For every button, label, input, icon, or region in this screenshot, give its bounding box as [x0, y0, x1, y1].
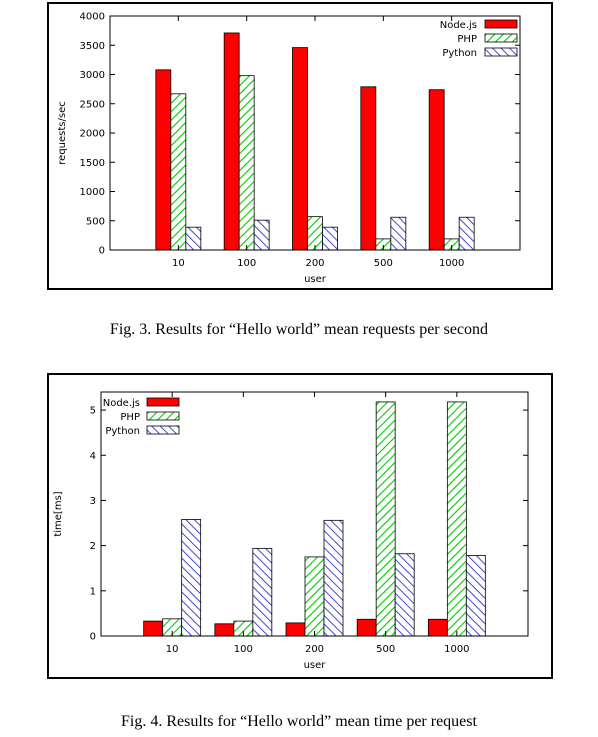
plot-area: [109, 15, 521, 251]
x-tick-label: 100: [234, 644, 253, 655]
x-tick-label: 10: [172, 258, 185, 269]
y-tick-label: 3: [90, 496, 96, 507]
bar-python-200: [323, 519, 344, 637]
bar-php-200: [304, 556, 325, 637]
x-tick-label: 1000: [439, 258, 464, 269]
bar-php-200: [307, 216, 323, 251]
y-tick-label: 1: [90, 586, 96, 597]
bar-php-1000: [446, 401, 467, 637]
figure-4-time-per-request: 0 1 2 3 4 5 10 100 200 500 1000 user time[ms] Node.js…: [47, 373, 553, 679]
x-tick-label: 10: [166, 644, 179, 655]
bar-nodejs-200: [292, 47, 308, 251]
x-tick-label: 1000: [444, 644, 469, 655]
y-tick-label: 500: [86, 216, 105, 227]
bar-nodejs-1000: [428, 89, 445, 251]
x-tick-label: 500: [374, 258, 393, 269]
y-tick-label: 2500: [80, 99, 105, 110]
y-tick-label: 2: [90, 541, 96, 552]
figure-3-caption: Fig. 3. Results for “Hello world” mean r…: [109, 321, 489, 338]
x-axis-label: user: [304, 274, 327, 285]
x-tick-label: 100: [237, 258, 256, 269]
y-axis-label: requests/sec: [57, 101, 68, 164]
x-tick-label: 200: [305, 644, 324, 655]
y-tick-label: 5: [90, 406, 96, 417]
y-tick-label: 0: [99, 246, 105, 257]
bar-python-200: [322, 226, 338, 251]
bar-python-1000: [458, 216, 475, 251]
bar-python-100: [252, 547, 273, 637]
x-axis-label: user: [304, 660, 327, 671]
plot-area: [100, 391, 529, 637]
bar-nodejs-1000: [427, 618, 448, 637]
bar-python-500: [390, 216, 407, 251]
figure-4-caption: Fig. 4. Results for “Hello world” mean t…: [121, 713, 477, 730]
bar-php-10: [170, 93, 187, 251]
legend-label-nodejs: Node.js: [103, 398, 140, 409]
legend-swatch-python: [146, 425, 180, 435]
y-tick-label: 4000: [80, 12, 105, 23]
bar-nodejs-500: [356, 618, 377, 637]
figure-3-requests-per-second: 0 500 1000 1500 2000 2500 3000 3500 4000 10 100 200…: [47, 2, 553, 290]
bar-nodejs-500: [360, 86, 377, 251]
bar-python-100: [253, 219, 270, 251]
y-tick-label: 1000: [80, 187, 105, 198]
bar-nodejs-10: [155, 69, 172, 251]
legend-swatch-php: [484, 33, 518, 43]
legend-swatch-nodejs: [146, 397, 180, 407]
chart-requests-per-second: 0 500 1000 1500 2000 2500 3000 3500 4000 10 100 200…: [57, 12, 521, 285]
y-tick-label: 4: [90, 451, 96, 462]
y-axis-label: time[ms]: [53, 491, 64, 536]
legend-label-nodejs: Node.js: [440, 20, 477, 31]
bar-nodejs-200: [285, 622, 306, 637]
legend-label-php: PHP: [120, 412, 140, 423]
y-tick-label: 2000: [80, 129, 105, 140]
legend-swatch-php: [146, 411, 180, 421]
bar-python-1000: [465, 555, 486, 637]
x-tick-label: 200: [305, 258, 324, 269]
bar-nodejs-10: [143, 620, 164, 637]
bar-nodejs-100: [223, 32, 240, 251]
bar-python-10: [181, 519, 202, 637]
bar-php-500: [375, 401, 396, 637]
bar-nodejs-100: [214, 623, 235, 637]
y-tick-label: 0: [90, 632, 96, 643]
legend-label-php: PHP: [457, 34, 477, 45]
legend-label-python: Python: [442, 48, 477, 59]
chart-time-per-request: 0 1 2 3 4 5 10 100 200 500 1000 user time[ms] Node.js…: [53, 391, 529, 671]
legend-swatch-nodejs: [484, 19, 518, 29]
y-tick-label: 1500: [80, 158, 105, 169]
y-tick-label: 3500: [80, 41, 105, 52]
y-tick-label: 3000: [80, 70, 105, 81]
x-tick-label: 500: [376, 644, 395, 655]
legend-label-python: Python: [105, 426, 140, 437]
bar-php-100: [238, 75, 255, 251]
bar-python-10: [185, 226, 202, 251]
legend-swatch-python: [484, 47, 518, 57]
bar-python-500: [394, 553, 415, 637]
